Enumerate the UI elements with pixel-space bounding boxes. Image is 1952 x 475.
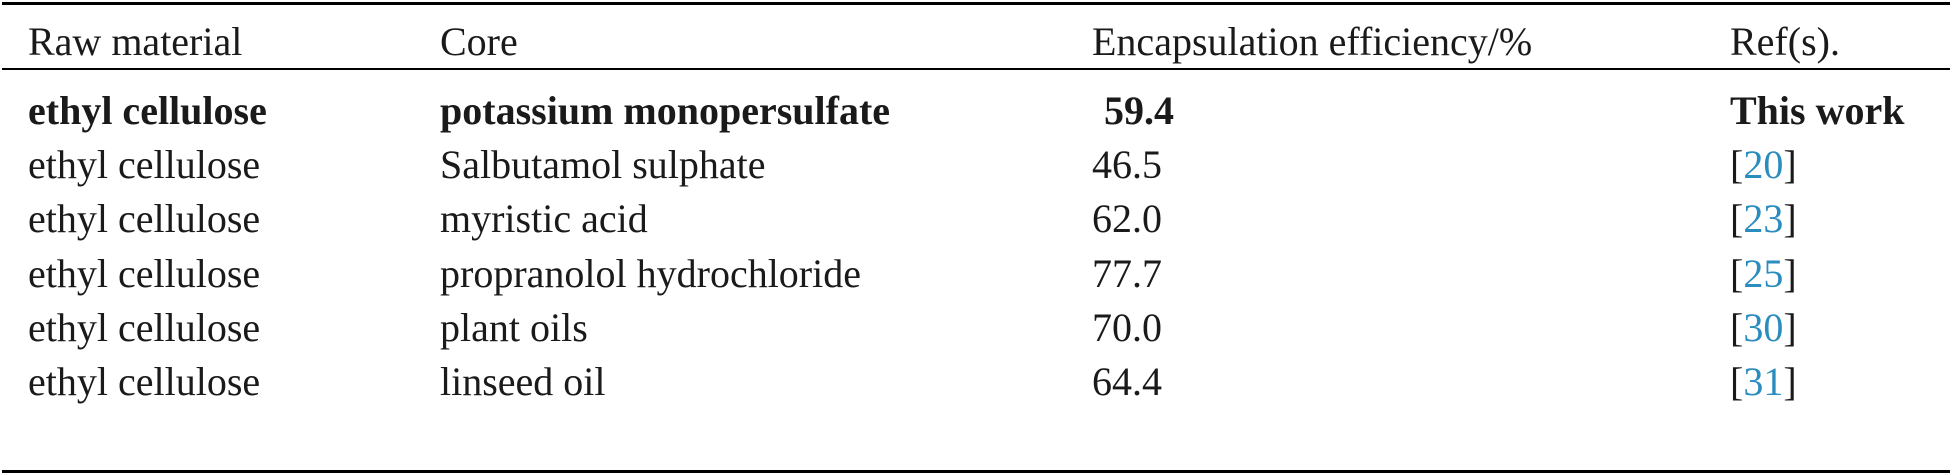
cell-raw-material: ethyl cellulose [28, 196, 261, 242]
cell-raw-material: ethyl cellulose [28, 250, 261, 296]
cell-core: plant oils [440, 304, 588, 350]
cell-raw-material: ethyl cellulose [28, 359, 261, 404]
table-row: ethyl cellulose potassium monopersulfate 5… [0, 81, 1952, 141]
cell-efficiency: 59.4 [1104, 88, 1174, 133]
citation-link[interactable]: 31 [1743, 359, 1784, 404]
ref-open-bracket: [ [1730, 250, 1744, 296]
table-row: ethyl cellulose linseed oil 64.4 [31] [0, 352, 1952, 412]
ref-close-bracket: ] [1783, 359, 1797, 404]
ref-open-bracket: [ [1730, 304, 1744, 350]
table-top-rule [2, 2, 1950, 5]
table-row: ethyl cellulose plant oils 70.0 [30] [0, 298, 1952, 358]
cell-ref: [30] [1730, 298, 1797, 358]
header-refs: Ref(s). [1730, 19, 1840, 64]
ref-close-bracket: ] [1783, 304, 1797, 350]
cell-ref: [23] [1730, 189, 1797, 249]
cell-efficiency: 62.0 [1092, 196, 1162, 242]
cell-efficiency: 46.5 [1092, 142, 1162, 188]
header-encapsulation-efficiency: Encapsulation efficiency/% [1092, 19, 1533, 64]
cell-ref: [25] [1730, 244, 1797, 304]
cell-efficiency: 77.7 [1092, 250, 1162, 296]
citation-link[interactable]: 25 [1743, 250, 1784, 296]
table-bottom-rule [2, 470, 1950, 473]
table-header-row: Raw material Core Encapsulation efficien… [0, 12, 1952, 72]
cell-ref: This work [1730, 88, 1905, 133]
cell-raw-material: ethyl cellulose [28, 142, 261, 188]
cell-core: Salbutamol sulphate [440, 142, 766, 188]
ref-open-bracket: [ [1730, 196, 1744, 242]
citation-link[interactable]: 20 [1743, 142, 1784, 188]
ref-close-bracket: ] [1783, 196, 1797, 242]
cell-ref: [31] [1730, 352, 1797, 412]
ref-close-bracket: ] [1783, 250, 1797, 296]
ref-open-bracket: [ [1730, 359, 1744, 404]
cell-core: linseed oil [440, 359, 606, 404]
cell-raw-material: ethyl cellulose [28, 88, 267, 133]
table-row: ethyl cellulose myristic acid 62.0 [23] [0, 189, 1952, 249]
cell-core: propranolol hydrochloride [440, 250, 861, 296]
cell-core: myristic acid [440, 196, 648, 242]
ref-close-bracket: ] [1783, 142, 1797, 188]
citation-link[interactable]: 23 [1743, 196, 1784, 242]
ref-open-bracket: [ [1730, 142, 1744, 188]
header-core: Core [440, 19, 518, 64]
cell-raw-material: ethyl cellulose [28, 304, 261, 350]
table-row: ethyl cellulose Salbutamol sulphate 46.5 [2… [0, 135, 1952, 195]
cell-efficiency: 64.4 [1092, 359, 1162, 404]
header-raw-material: Raw material [28, 19, 243, 64]
table-row: ethyl cellulose propranolol hydrochloride… [0, 244, 1952, 304]
cell-core: potassium monopersulfate [440, 88, 891, 133]
citation-link[interactable]: 30 [1743, 304, 1784, 350]
cell-ref: [20] [1730, 135, 1797, 195]
table-header-rule [2, 68, 1950, 70]
cell-efficiency: 70.0 [1092, 304, 1162, 350]
